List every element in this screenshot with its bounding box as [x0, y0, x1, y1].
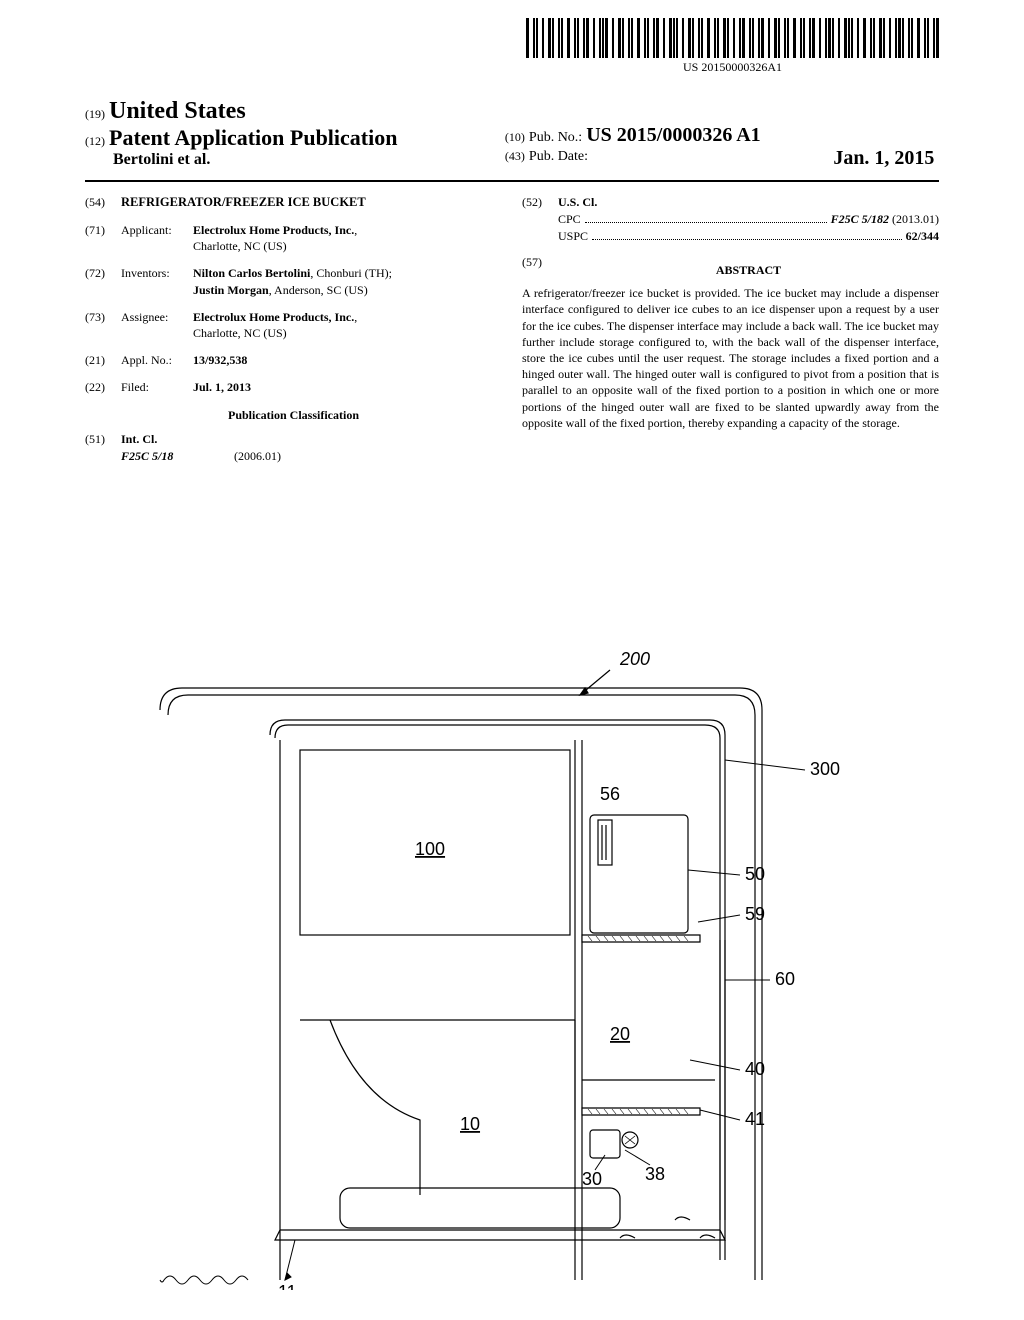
applicant-num: (71)	[85, 222, 121, 256]
applicant-loc: Charlotte, NC (US)	[193, 239, 287, 253]
pub-date: Jan. 1, 2015	[833, 147, 934, 170]
country-code: (19)	[85, 107, 105, 121]
abstract-heading: ABSTRACT	[558, 262, 939, 279]
intcl-label: Int. Cl.	[121, 432, 157, 446]
assignee-row: (73) Assignee: Electrolux Home Products,…	[85, 309, 502, 343]
applicant-label: Applicant:	[121, 222, 193, 256]
fig-label-10: 10	[460, 1114, 480, 1134]
uspc-dots	[592, 239, 902, 240]
applno-num: (21)	[85, 352, 121, 369]
fig-label-20: 20	[610, 1024, 630, 1044]
inventor1-name: Nilton Carlos Bertolini	[193, 266, 310, 280]
filed-value: Jul. 1, 2013	[193, 380, 251, 394]
applno-value: 13/932,538	[193, 353, 247, 367]
applicant-name: Electrolux Home Products, Inc.	[193, 223, 354, 237]
inventors-content: Nilton Carlos Bertolini, Chonburi (TH); …	[193, 265, 502, 299]
barcode-graphic	[526, 18, 939, 58]
fig-label-41: 41	[745, 1109, 765, 1129]
classification-heading: Publication Classification	[85, 408, 502, 423]
inventors-num: (72)	[85, 265, 121, 299]
applno-content: 13/932,538	[193, 352, 502, 369]
title-text: REFRIGERATOR/FREEZER ICE BUCKET	[121, 194, 502, 212]
abstract-heading-row: (57) ABSTRACT	[522, 254, 939, 285]
pub-no: US 2015/0000326 A1	[586, 124, 760, 146]
intcl-row: (51) Int. Cl. F25C 5/18 (2006.01)	[85, 431, 502, 465]
title-row: (54) REFRIGERATOR/FREEZER ICE BUCKET	[85, 194, 502, 212]
fig-label-50: 50	[745, 864, 765, 884]
barcode-text: US 20150000326A1	[526, 60, 939, 75]
fig-label-11: 11	[278, 1282, 297, 1290]
intcl-content: Int. Cl. F25C 5/18 (2006.01)	[121, 431, 502, 465]
fig-label-56: 56	[600, 784, 620, 804]
assignee-label: Assignee:	[121, 309, 193, 343]
inventors-label: Inventors:	[121, 265, 193, 299]
filed-num: (22)	[85, 379, 121, 396]
assignee-content: Electrolux Home Products, Inc., Charlott…	[193, 309, 502, 343]
fig-label-300: 300	[810, 759, 840, 779]
title-num: (54)	[85, 194, 121, 212]
filed-content: Jul. 1, 2013	[193, 379, 502, 396]
uscl-row: (52) U.S. Cl. CPC F25C 5/182 (2013.01) U…	[522, 194, 939, 244]
header-left: (19) United States (12) Patent Applicati…	[85, 98, 495, 169]
uscl-num: (52)	[522, 194, 558, 244]
assignee-num: (73)	[85, 309, 121, 343]
right-column: (52) U.S. Cl. CPC F25C 5/182 (2013.01) U…	[522, 194, 939, 466]
filed-row: (22) Filed: Jul. 1, 2013	[85, 379, 502, 396]
header-divider	[85, 180, 939, 182]
country-name: United States	[109, 98, 246, 124]
abstract-text: A refrigerator/freezer ice bucket is pro…	[522, 285, 939, 431]
pub-no-code: (10)	[505, 130, 525, 144]
cpc-year: (2013.01)	[892, 211, 939, 228]
fig-label-38: 38	[645, 1164, 665, 1184]
uscl-content: U.S. Cl. CPC F25C 5/182 (2013.01) USPC 6…	[558, 194, 939, 244]
fig-label-60: 60	[775, 969, 795, 989]
assignee-name: Electrolux Home Products, Inc.	[193, 310, 354, 324]
pub-no-label: Pub. No.:	[529, 130, 582, 145]
left-column: (54) REFRIGERATOR/FREEZER ICE BUCKET (71…	[85, 194, 502, 466]
cpc-label: CPC	[558, 211, 581, 228]
cpc-value: F25C 5/182	[831, 212, 889, 226]
intcl-code: F25C 5/18	[121, 449, 173, 463]
pub-type: Patent Application Publication	[109, 125, 397, 150]
authors: Bertolini et al.	[113, 151, 210, 168]
filed-label: Filed:	[121, 379, 193, 396]
intcl-num: (51)	[85, 431, 121, 465]
fig-label-100: 100	[415, 839, 445, 859]
pub-type-code: (12)	[85, 134, 105, 148]
biblio-columns: (54) REFRIGERATOR/FREEZER ICE BUCKET (71…	[85, 194, 939, 466]
intcl-year: (2006.01)	[234, 449, 281, 463]
uscl-label: U.S. Cl.	[558, 195, 597, 209]
fig-label-200: 200	[619, 649, 650, 669]
applicant-content: Electrolux Home Products, Inc., Charlott…	[193, 222, 502, 256]
cpc-line: CPC F25C 5/182 (2013.01)	[558, 211, 939, 228]
cpc-dots	[585, 222, 827, 223]
fig-label-59: 59	[745, 904, 765, 924]
inventors-row: (72) Inventors: Nilton Carlos Bertolini,…	[85, 265, 502, 299]
fig-label-30: 30	[582, 1169, 602, 1189]
applno-label: Appl. No.:	[121, 352, 193, 369]
inventor2-loc: , Anderson, SC (US)	[269, 283, 368, 297]
uspc-line: USPC 62/344	[558, 228, 939, 245]
fig-label-40: 40	[745, 1059, 765, 1079]
uspc-label: USPC	[558, 228, 588, 245]
pub-date-label: Pub. Date:	[529, 149, 588, 164]
inventor2-name: Justin Morgan	[193, 283, 269, 297]
inventor1-loc: , Chonburi (TH);	[310, 266, 392, 280]
header-block: (19) United States (12) Patent Applicati…	[85, 98, 939, 170]
abstract-num: (57)	[522, 254, 558, 285]
patent-figure: 200 300 100 56 50 59 60 20 40 10 41 38 3…	[120, 640, 890, 1290]
header-right: (10) Pub. No.: US 2015/0000326 A1 (43) P…	[499, 98, 935, 170]
figure-svg: 200 300 100 56 50 59 60 20 40 10 41 38 3…	[120, 640, 890, 1290]
applicant-row: (71) Applicant: Electrolux Home Products…	[85, 222, 502, 256]
applno-row: (21) Appl. No.: 13/932,538	[85, 352, 502, 369]
barcode-block: US 20150000326A1	[526, 18, 939, 75]
uspc-value: 62/344	[906, 228, 939, 245]
pub-date-code: (43)	[505, 149, 525, 163]
assignee-loc: Charlotte, NC (US)	[193, 326, 287, 340]
